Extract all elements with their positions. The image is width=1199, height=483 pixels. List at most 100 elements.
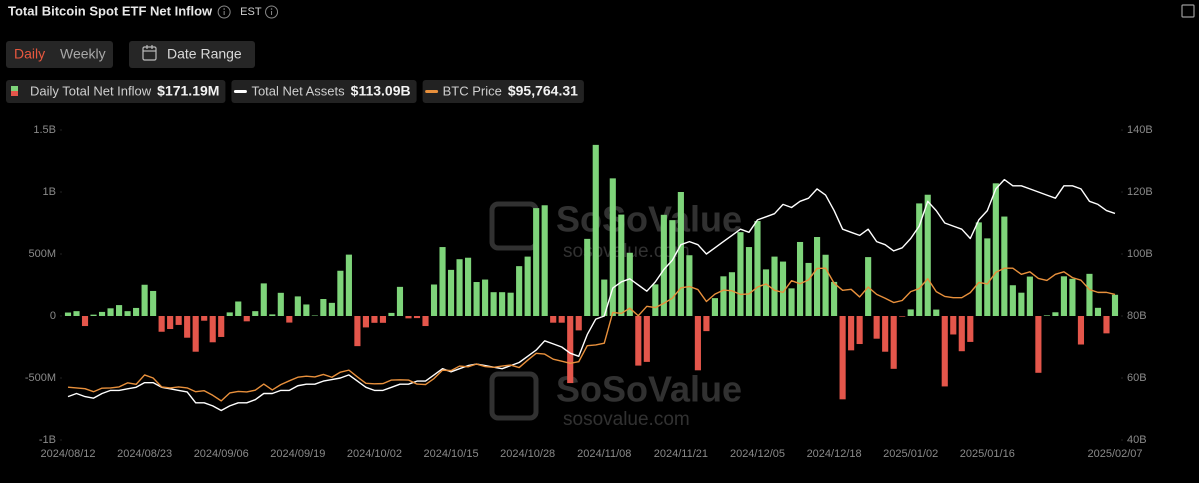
bar bbox=[430, 284, 438, 316]
bar bbox=[1026, 276, 1033, 316]
timezone: EST bbox=[240, 6, 262, 18]
watermark-logo bbox=[489, 371, 539, 421]
bar bbox=[337, 270, 344, 316]
legend-item[interactable]: BTC Price $95,764.31 bbox=[422, 80, 584, 103]
bar bbox=[984, 238, 991, 316]
expand-icon[interactable] bbox=[1181, 4, 1195, 18]
bar bbox=[711, 298, 718, 316]
legend-item[interactable]: Daily Total Net Inflow $171.19M bbox=[6, 80, 226, 103]
bar bbox=[422, 316, 429, 327]
bar bbox=[490, 292, 497, 316]
legend-value: $95,764.31 bbox=[508, 83, 578, 99]
x-tick-label: 2025/02/07 bbox=[1087, 448, 1142, 460]
legend-item[interactable]: Total Net Assets $113.09B bbox=[231, 80, 417, 103]
bar bbox=[924, 194, 931, 316]
x-tick-label: 2025/01/16 bbox=[960, 448, 1015, 460]
bar bbox=[601, 279, 608, 316]
bar bbox=[516, 266, 523, 316]
bar bbox=[524, 256, 531, 316]
bar bbox=[967, 316, 974, 342]
bar bbox=[950, 316, 957, 335]
y-tick-label: 1B bbox=[43, 186, 56, 198]
bar bbox=[405, 316, 412, 319]
period-weekly[interactable]: Weekly bbox=[60, 46, 106, 62]
bar bbox=[345, 254, 352, 316]
bar bbox=[677, 192, 684, 316]
bar bbox=[116, 305, 123, 316]
bar bbox=[890, 316, 897, 369]
bar bbox=[218, 316, 225, 337]
bar bbox=[286, 316, 293, 323]
bar bbox=[396, 286, 404, 316]
bar bbox=[388, 312, 395, 316]
y-tick-label: -1B bbox=[39, 434, 56, 446]
x-tick-label: 2024/08/23 bbox=[117, 448, 172, 460]
bar bbox=[269, 314, 276, 316]
bar bbox=[328, 302, 335, 316]
bar bbox=[609, 178, 616, 316]
bar bbox=[643, 316, 650, 362]
bar bbox=[779, 261, 787, 316]
bar bbox=[1103, 316, 1110, 334]
bar bbox=[354, 316, 361, 347]
x-tick-label: 2024/10/02 bbox=[347, 448, 402, 460]
bar bbox=[933, 309, 940, 316]
bar bbox=[660, 214, 667, 316]
bar bbox=[899, 316, 906, 317]
info-icon[interactable] bbox=[265, 5, 279, 19]
bar bbox=[941, 316, 948, 387]
bar bbox=[1018, 292, 1025, 316]
bar bbox=[567, 316, 574, 384]
period-daily[interactable]: Daily bbox=[14, 46, 45, 62]
x-tick-label: 2024/09/19 bbox=[270, 448, 325, 460]
bar bbox=[771, 256, 778, 316]
bar bbox=[694, 316, 701, 371]
watermark-brand: SoSoValue bbox=[556, 369, 742, 410]
bar bbox=[362, 316, 369, 328]
watermark-brand: SoSoValue bbox=[556, 199, 742, 240]
legend-box bbox=[231, 80, 417, 103]
bar bbox=[652, 284, 659, 316]
x-tick-label: 2024/11/21 bbox=[654, 448, 708, 460]
bar bbox=[201, 316, 208, 321]
bar bbox=[575, 316, 582, 331]
bar bbox=[975, 222, 982, 316]
y2-tick-label: 40B bbox=[1127, 434, 1147, 446]
x-tick-label: 2024/12/18 bbox=[807, 448, 862, 460]
bar bbox=[788, 288, 795, 316]
bar bbox=[150, 290, 157, 316]
bar bbox=[1001, 216, 1008, 316]
bar bbox=[482, 279, 489, 316]
bar bbox=[839, 316, 846, 400]
x-tick-label: 2024/09/06 bbox=[194, 448, 249, 460]
x-tick-label: 2024/10/15 bbox=[424, 448, 479, 460]
y2-tick-label: 120B bbox=[1127, 186, 1153, 198]
date-range-button[interactable] bbox=[129, 41, 255, 68]
bar bbox=[873, 316, 880, 339]
bar bbox=[805, 262, 812, 316]
bar bbox=[311, 315, 318, 317]
x-tick-label: 2025/01/02 bbox=[883, 448, 938, 460]
y-tick-label: 500M bbox=[28, 248, 56, 260]
info-icon[interactable] bbox=[217, 5, 231, 19]
bar bbox=[141, 284, 148, 316]
bar bbox=[1069, 278, 1076, 316]
bar bbox=[465, 257, 472, 316]
x-tick-label: 2024/12/05 bbox=[730, 448, 785, 460]
bar bbox=[243, 316, 250, 322]
legend-swatch bbox=[11, 86, 18, 91]
bar bbox=[618, 214, 625, 316]
bar bbox=[277, 292, 284, 316]
period-toggle bbox=[6, 41, 113, 68]
bar bbox=[856, 316, 863, 345]
bar bbox=[831, 281, 838, 316]
bar bbox=[720, 276, 727, 316]
bar bbox=[1035, 316, 1042, 373]
date-range-label[interactable]: Date Range bbox=[167, 46, 242, 62]
bar bbox=[822, 254, 829, 316]
y2-tick-label: 100B bbox=[1127, 248, 1153, 260]
bar bbox=[541, 205, 548, 316]
bar bbox=[1086, 273, 1093, 316]
bar bbox=[473, 282, 480, 316]
